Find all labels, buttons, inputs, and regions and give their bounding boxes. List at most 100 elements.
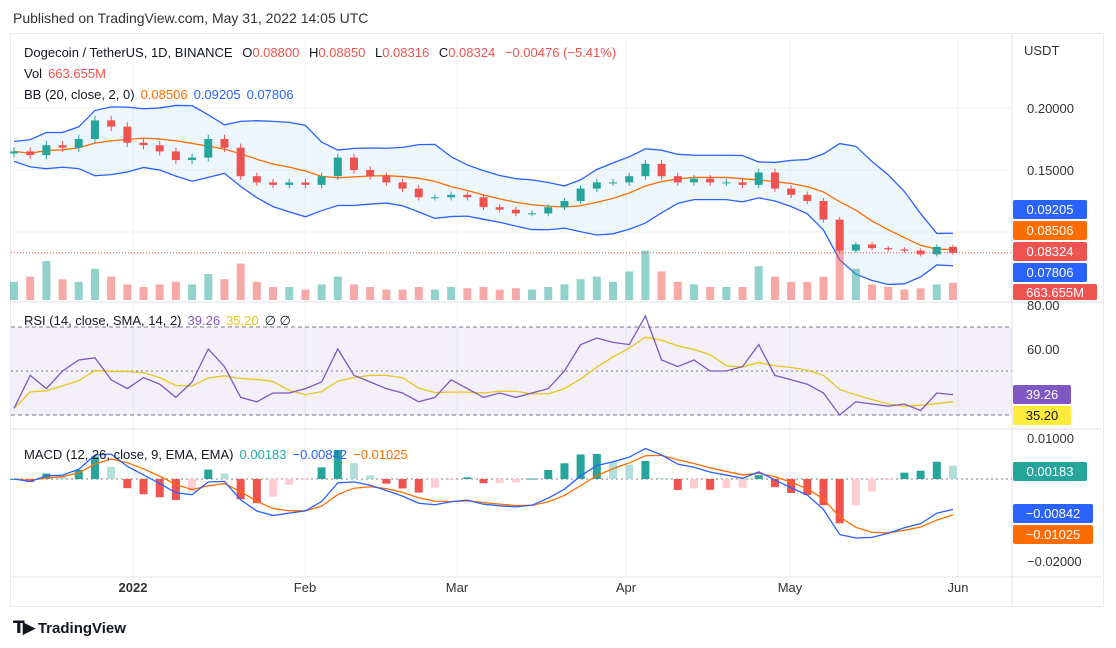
macd-signal-tag: −0.01025 xyxy=(1013,525,1093,544)
volume-bar xyxy=(252,281,261,300)
rsi-line xyxy=(13,314,954,416)
volume-bar xyxy=(592,276,601,300)
macd-histogram-bar xyxy=(495,479,504,484)
candle-body xyxy=(285,182,294,185)
volume-bar xyxy=(673,281,682,300)
rsi-extra: ∅ ∅ xyxy=(264,313,291,328)
rsi-legend: RSI (14, close, SMA, 14, 2) 39.26 35.20 ∅ ∅ xyxy=(24,313,297,329)
volume-bar xyxy=(738,287,747,300)
macd-histogram-bar xyxy=(139,479,148,495)
bb-lower-value: 0.07806 xyxy=(246,87,294,102)
macd-histogram-bar xyxy=(269,479,278,497)
macd-histogram-bar xyxy=(204,469,213,479)
macd-legend: MACD (12, 26, close, 9, EMA, EMA) 0.00183… xyxy=(24,447,414,462)
macd-histogram-bar xyxy=(220,473,229,479)
change-value: −0.00476 (−5.41%) xyxy=(504,45,617,60)
volume-bar xyxy=(171,281,180,300)
macd-label[interactable]: MACD (12, 26, close, 9, EMA, EMA) xyxy=(24,447,234,462)
macd-histogram-bar xyxy=(673,479,682,490)
candle-body xyxy=(819,201,828,220)
volume-bar xyxy=(269,287,278,300)
macd-histogram-bar xyxy=(285,479,294,485)
volume-bar xyxy=(285,287,294,300)
low-value: L0.08316 xyxy=(375,45,429,60)
candle-body xyxy=(479,197,488,208)
macd-signal-value: −0.01025 xyxy=(353,447,408,462)
macd-histogram-bar xyxy=(511,479,520,483)
macd-histogram-bar xyxy=(722,479,731,489)
volume-bar xyxy=(317,284,326,300)
volume-bar xyxy=(26,276,35,300)
chart-frame[interactable] xyxy=(10,33,1104,607)
rsi-label[interactable]: RSI (14, close, SMA, 14, 2) xyxy=(24,313,182,328)
volume-bar xyxy=(819,276,828,300)
macd-histogram-bar xyxy=(333,449,342,479)
macd-tick: −0.02000 xyxy=(1027,554,1082,569)
tradingview-logo[interactable]: 𝗧▶ TradingView xyxy=(13,618,126,638)
tv-logo-icon: 𝗧▶ xyxy=(13,618,36,637)
currency-label: USDT xyxy=(1024,43,1060,58)
candle-body xyxy=(171,151,180,161)
candle-body xyxy=(835,219,844,251)
close-value: C0.08324 xyxy=(439,45,495,60)
candle-body xyxy=(236,147,245,177)
bb-basis-value: 0.08506 xyxy=(140,87,188,102)
candle-body xyxy=(155,145,164,152)
candle-body xyxy=(609,182,618,184)
volume-bar xyxy=(188,284,197,300)
volume-bar xyxy=(414,287,423,300)
macd-histogram-bar xyxy=(641,461,650,479)
macd-histogram-bar xyxy=(398,479,407,489)
volume-tag: 663.655M xyxy=(1013,284,1097,300)
candle-body xyxy=(107,120,116,127)
close-price-tag: 0.08324 xyxy=(1013,242,1087,261)
volume-bar xyxy=(609,281,618,300)
macd-histogram-bar xyxy=(366,475,375,479)
high-label: H xyxy=(308,45,319,60)
candle-body xyxy=(495,207,504,210)
macd-value: −0.00842 xyxy=(292,447,348,462)
macd-histogram-bar xyxy=(738,479,747,488)
macd-histogram-bar xyxy=(236,479,245,500)
time-tick: Apr xyxy=(615,580,637,595)
macd-histogram-bar xyxy=(301,479,310,480)
candle-body xyxy=(366,170,375,177)
candle-body xyxy=(123,126,132,143)
volume-bar xyxy=(560,284,569,300)
macd-tag: −0.00842 xyxy=(1013,504,1093,523)
macd-histogram-bar xyxy=(447,479,456,480)
volume-bar xyxy=(916,288,925,300)
candle-body xyxy=(738,182,747,185)
macd-histogram-bar xyxy=(188,479,197,492)
bb-lower-line xyxy=(13,160,954,286)
candle-body xyxy=(252,176,261,183)
volume-bar xyxy=(58,279,67,300)
symbol-name[interactable]: Dogecoin / TetherUS, 1D, BINANCE xyxy=(24,45,233,60)
rsi-ma-tag: 35.20 xyxy=(1013,406,1071,425)
macd-histogram-bar xyxy=(317,467,326,479)
volume-bar xyxy=(641,250,650,300)
macd-histogram-bar xyxy=(868,479,877,492)
bb-label[interactable]: BB (20, close, 2, 0) xyxy=(24,87,135,102)
volume-bar xyxy=(657,271,666,300)
volume-bar xyxy=(447,287,456,300)
rsi-tick: 60.00 xyxy=(1027,342,1060,357)
macd-histogram-bar xyxy=(479,479,488,484)
macd-histogram-bar xyxy=(754,475,763,479)
macd-histogram-bar xyxy=(803,479,812,495)
volume-bar xyxy=(366,287,375,300)
volume-legend: Vol 663.655M xyxy=(24,66,112,81)
candle-body xyxy=(722,182,731,184)
open-value: O0.08800 xyxy=(242,45,299,60)
candle-body xyxy=(689,178,698,183)
bb-basis-tag: 0.08506 xyxy=(1013,221,1087,240)
volume-bar xyxy=(625,271,634,300)
volume-bar xyxy=(155,284,164,300)
open-number: 0.08800 xyxy=(252,45,300,60)
candle-body xyxy=(333,157,342,177)
volume-bar xyxy=(349,284,358,300)
time-tick: May xyxy=(777,580,803,595)
rsi-tag: 39.26 xyxy=(1013,385,1071,404)
candle-body xyxy=(560,201,569,208)
